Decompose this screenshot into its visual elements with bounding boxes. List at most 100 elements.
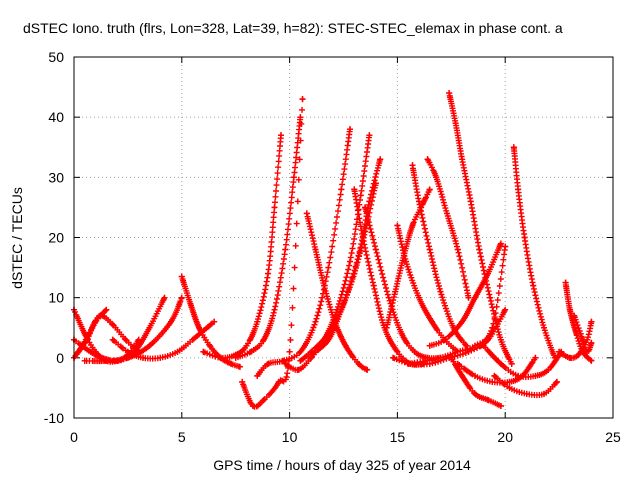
data-point bbox=[465, 348, 472, 355]
data-point bbox=[448, 354, 455, 361]
data-point bbox=[385, 294, 392, 301]
data-point bbox=[553, 378, 560, 385]
data-point bbox=[541, 390, 548, 397]
data-point bbox=[346, 258, 353, 265]
y-axis-label: dSTEC / TECUs bbox=[9, 187, 25, 289]
series-markers bbox=[446, 90, 515, 367]
data-point bbox=[92, 318, 99, 325]
data-point bbox=[325, 336, 332, 343]
data-point bbox=[390, 354, 397, 361]
series-arc-09 bbox=[232, 114, 304, 361]
data-point bbox=[532, 372, 539, 379]
data-point bbox=[338, 306, 345, 313]
data-point bbox=[260, 396, 267, 403]
data-point bbox=[146, 342, 153, 349]
data-point bbox=[355, 360, 362, 367]
data-point bbox=[454, 246, 461, 253]
data-point bbox=[239, 378, 246, 385]
data-point bbox=[530, 282, 537, 289]
data-point bbox=[588, 339, 595, 346]
data-point bbox=[484, 396, 491, 403]
x-tick-label: 10 bbox=[282, 429, 298, 445]
data-point bbox=[237, 363, 244, 370]
data-point bbox=[325, 264, 332, 271]
y-tick-label: 40 bbox=[48, 109, 64, 125]
series-markers bbox=[510, 144, 558, 361]
data-point bbox=[362, 204, 369, 211]
plot-frame bbox=[73, 56, 614, 419]
data-point bbox=[459, 318, 466, 325]
data-point bbox=[312, 318, 319, 325]
y-tick-label: 10 bbox=[48, 290, 64, 306]
data-point bbox=[92, 351, 99, 358]
tick-layer: 0 5 10 15 20 25 -10 0 10 20 30 40 50 bbox=[44, 49, 621, 445]
data-point bbox=[146, 324, 153, 331]
data-point bbox=[441, 336, 448, 343]
data-point bbox=[206, 342, 213, 349]
data-point bbox=[508, 360, 515, 367]
data-point bbox=[459, 372, 466, 379]
data-point bbox=[472, 294, 479, 301]
data-point bbox=[510, 144, 517, 151]
data-point bbox=[472, 390, 479, 397]
data-point bbox=[454, 360, 461, 367]
data-point bbox=[168, 318, 175, 325]
data-point bbox=[411, 348, 418, 355]
series-arc-11 bbox=[254, 126, 353, 379]
data-point bbox=[562, 279, 569, 286]
data-point bbox=[426, 342, 433, 349]
data-point bbox=[506, 378, 513, 385]
data-point bbox=[523, 390, 530, 397]
data-point bbox=[187, 300, 194, 307]
data-point bbox=[394, 222, 401, 229]
data-point bbox=[506, 384, 513, 391]
data-point bbox=[532, 354, 539, 361]
data-point bbox=[243, 342, 250, 349]
data-point bbox=[428, 318, 435, 325]
data-point bbox=[338, 186, 345, 193]
data-point bbox=[403, 258, 410, 265]
data-point bbox=[217, 354, 224, 361]
series-arc-28 bbox=[510, 144, 558, 361]
data-point bbox=[277, 132, 284, 139]
data-point bbox=[280, 357, 287, 364]
data-point bbox=[383, 324, 390, 331]
data-point bbox=[124, 348, 131, 355]
y-tick-label: 20 bbox=[48, 230, 64, 246]
series-arc-15 bbox=[351, 186, 427, 368]
data-point bbox=[409, 222, 416, 229]
x-tick-label: 5 bbox=[178, 429, 186, 445]
data-point bbox=[472, 372, 479, 379]
data-point bbox=[489, 378, 496, 385]
data-point bbox=[452, 120, 459, 127]
data-point bbox=[271, 306, 278, 313]
series-arc-25 bbox=[390, 306, 509, 368]
data-point bbox=[426, 360, 433, 367]
data-point bbox=[174, 348, 181, 355]
data-point bbox=[484, 270, 491, 277]
data-point bbox=[139, 354, 146, 361]
data-point bbox=[286, 348, 293, 355]
data-point bbox=[415, 198, 422, 205]
data-point bbox=[200, 348, 207, 355]
data-point bbox=[303, 210, 310, 217]
series-markers bbox=[200, 132, 284, 361]
data-point bbox=[476, 246, 483, 253]
series-markers bbox=[424, 156, 472, 301]
data-point bbox=[81, 357, 88, 364]
data-point bbox=[275, 378, 282, 385]
data-point bbox=[521, 234, 528, 241]
data-point bbox=[254, 318, 261, 325]
series-arc-27 bbox=[454, 354, 539, 386]
data-point bbox=[282, 360, 289, 367]
data-point bbox=[157, 354, 164, 361]
data-point bbox=[443, 210, 450, 217]
data-point bbox=[433, 174, 440, 181]
y-tick-label: 50 bbox=[48, 49, 64, 65]
data-point bbox=[426, 186, 433, 193]
data-point bbox=[497, 402, 504, 409]
data-point bbox=[109, 321, 116, 328]
data-point bbox=[370, 282, 377, 289]
